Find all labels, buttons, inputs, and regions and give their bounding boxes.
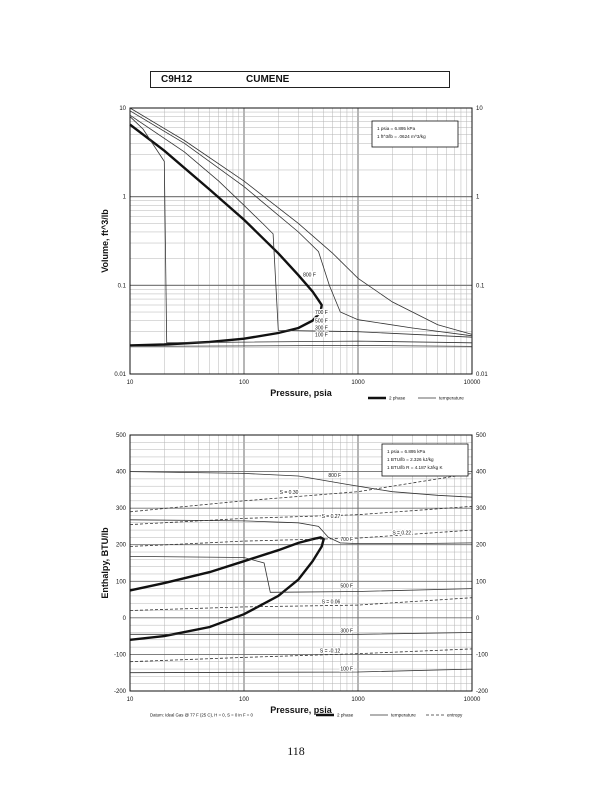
chart1-units-note-line: 1 ft^3/lb = .0624 m^3/kg [377,134,426,139]
chart2-legend-label-2-phase: 2 phase [337,713,354,718]
chart2-y-tick-label-left: 300 [116,506,127,512]
chart2-plot-frame [129,434,473,692]
chart2-series-2-phase [129,536,326,641]
chart2-series-s-0-12 [129,648,473,663]
chart2-y-tick-label-right: 0 [476,616,480,622]
chart1-curve-label-500-f: 500 F [315,319,328,325]
chart2-y-tick-label-left: 0 [123,616,127,622]
chart1-series-700-f [129,110,473,337]
chart2-y-tick-label-right: 200 [476,543,487,549]
chart1-y-axis-label: Volume, ft^3/lb [100,209,110,273]
chart2-curve-label-s-0-22: S = 0.22 [392,531,411,537]
chart1-x-tick-label: 10000 [464,380,481,386]
chart2-x-tick-label: 10 [127,697,134,703]
formula-label: C9H12 [161,74,193,85]
chart1-x-tick-label: 10 [127,380,134,386]
chart1-y-tick-label-right: 0.01 [476,372,488,378]
chart1-units-note-box [371,120,459,148]
chart2-curve-label-s-0-27: S = 0.27 [322,514,341,520]
chart2-x-tick-label: 1000 [351,697,365,703]
chart2-curve-label-700-f: 700 F [340,537,353,543]
chart2-curve-label-500-f: 500 F [340,583,353,589]
chart2-legend-label-entropy: entropy [447,713,463,718]
chart2-y-tick-label-right: -100 [476,652,489,658]
chart1-y-tick-label-left: 0.01 [114,372,126,378]
chart2-y-tick-label-right: 100 [476,579,487,585]
chart2-series-s-0-06 [129,597,473,611]
chart2-y-tick-label-left: -200 [114,689,127,695]
chart2-datum-footnote: Datum: Ideal Gas @ 77 F (25 C), H = 0, S… [150,713,253,718]
chart2-y-tick-label-right: 500 [476,433,487,439]
chart2-x-tick-label: 10000 [464,697,481,703]
chart2-y-tick-label-left: -100 [114,652,127,658]
chart1-series-100-f [129,344,473,347]
chart1-y-tick-label-left: 10 [119,106,126,112]
chart2-curve-label-s-0-06: S = 0.06 [322,599,341,605]
chart1-y-tick-label-left: 1 [123,195,127,201]
chart2-series-800-f [129,471,473,498]
chart2-x-axis-label: Pressure, psia [270,705,333,715]
chart1-units-note-line: 1 psia = 6.895 kPa [377,126,416,131]
chart2-series-s-0-22 [129,529,473,547]
chart2-curve-label-100-f: 100 F [340,667,353,673]
chart1-legend-label-temperature: temperature [439,396,464,401]
chart2-y-tick-label-left: 100 [116,579,127,585]
chart1-x-axis-label: Pressure, psia [270,388,333,398]
chart2-units-note-line: 1 BTU/lb = 2.326 kJ/kg [387,457,434,462]
chart2-series-100-f [129,668,473,674]
chart2-legend-label-temperature: temperature [391,713,416,718]
chart2-y-tick-label-left: 500 [116,433,127,439]
chart2-units-note-line: 1 BTU/lb R = 4.187 kJ/kg K [387,465,443,470]
chart2-x-tick-label: 100 [239,697,250,703]
chart2-y-tick-label-right: 400 [476,470,487,476]
chart1-curve-label-300-f: 300 F [315,326,328,332]
chart1-y-tick-label-right: 0.1 [476,283,485,289]
compound-title-box: C9H12 CUMENE [150,71,450,88]
chart1-y-tick-label-right: 10 [476,106,483,112]
chart2-curve-label-300-f: 300 F [340,628,353,634]
chart2-curve-label-800-f: 800 F [328,473,341,479]
chart1-x-tick-label: 1000 [351,380,365,386]
chart1-curve-label-700-f: 700 F [315,310,328,316]
chart1-series-800-f [129,107,473,335]
chart1-curve-label-100-f: 100 F [315,333,328,339]
chart2-units-note-box [381,443,469,477]
chart2-series-500-f [129,556,473,593]
chart1-series-500-f [129,114,473,338]
chart1-curve-label-800-f: 800 F [303,272,316,278]
chart2-series-300-f [130,632,473,635]
chart2-y-tick-label-right: 300 [476,506,487,512]
chart1-x-tick-label: 100 [239,380,250,386]
chart2-y-tick-label-left: 400 [116,470,127,476]
compound-name-label: CUMENE [246,74,290,85]
chart2-series-s-0-27 [129,505,473,525]
chart1-y-tick-label-right: 1 [476,195,480,201]
chart1-series-300-f [129,116,473,344]
chart2-y-tick-label-left: 200 [116,543,127,549]
chart1-y-tick-label-left: 0.1 [118,283,127,289]
chart1-legend-label-2-phase: 2 phase [389,396,406,401]
chart2-y-axis-label: Enthalpy, BTU/lb [100,527,110,599]
chart2-curve-label-s-0-30: S = 0.30 [280,490,299,496]
chart2-series-700-f [129,519,473,544]
chart1-series-2-phase [129,123,323,347]
chart2-y-tick-label-right: -200 [476,689,489,695]
chart2-curve-label-s-0-12: S = -0.12 [320,648,341,654]
chart1-plot-frame [129,107,473,375]
chart2-series-s-0-30 [129,473,473,513]
page-number: 118 [287,744,305,758]
chart2-units-note-line: 1 psia = 6.895 kPa [387,449,426,454]
